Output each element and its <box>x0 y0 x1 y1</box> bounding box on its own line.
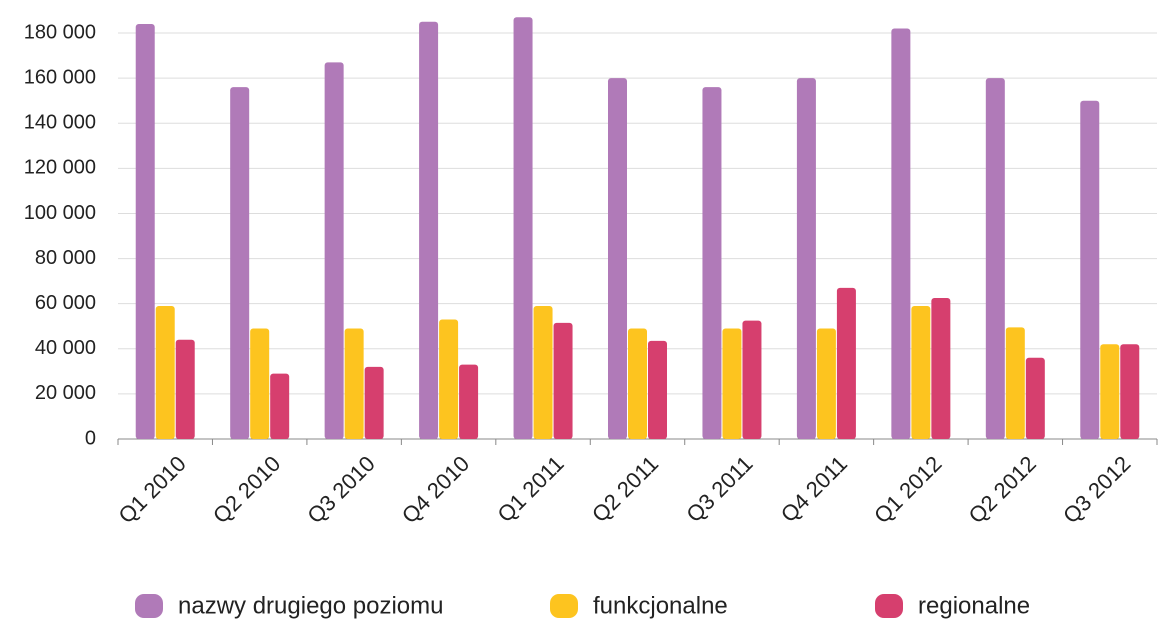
y-tick-label: 60 000 <box>35 292 96 314</box>
y-tick-label: 160 000 <box>24 66 96 88</box>
bar <box>931 298 951 439</box>
bar <box>439 319 459 439</box>
bar <box>1080 100 1100 440</box>
legend-swatch <box>875 594 903 618</box>
bar <box>891 28 911 439</box>
bar <box>836 287 856 439</box>
bar <box>648 340 667 439</box>
bar <box>364 366 384 439</box>
x-tick-label: Q4 2010 <box>397 451 474 528</box>
x-tick-label: Q2 2011 <box>587 451 663 527</box>
bar <box>1005 327 1025 439</box>
legend-label: nazwy drugiego poziomu <box>178 592 444 619</box>
bar <box>135 24 155 439</box>
bar <box>513 17 533 440</box>
bar <box>1025 357 1045 439</box>
bar <box>324 62 344 439</box>
bar <box>1120 344 1140 439</box>
bar <box>230 87 250 439</box>
bar <box>1100 344 1120 439</box>
x-tick-label: Q1 2010 <box>114 451 191 528</box>
x-tick-label: Q3 2011 <box>681 451 757 527</box>
bar <box>250 328 270 439</box>
bar <box>722 328 742 439</box>
y-tick-label: 140 000 <box>24 112 96 134</box>
bar <box>175 339 195 439</box>
bar <box>459 364 479 439</box>
bar <box>608 78 627 439</box>
x-tick-label: Q1 2012 <box>869 451 946 528</box>
bar <box>419 21 439 440</box>
y-tick-label: 0 <box>85 427 96 449</box>
x-tick-label: Q2 2012 <box>964 451 1041 528</box>
x-tick-label: Q3 2012 <box>1058 451 1135 528</box>
bar <box>533 305 553 439</box>
y-tick-label: 20 000 <box>35 382 96 404</box>
bar <box>155 305 175 439</box>
bar <box>270 373 290 439</box>
y-tick-label: 120 000 <box>24 157 96 179</box>
x-tick-label: Q1 2011 <box>492 451 568 527</box>
x-tick-label: Q3 2010 <box>302 451 379 528</box>
bar <box>742 320 762 439</box>
bar <box>628 328 647 439</box>
bar <box>702 87 722 439</box>
bar <box>985 78 1005 439</box>
x-tick-label: Q2 2010 <box>208 451 285 528</box>
legend-swatch <box>135 594 163 618</box>
x-tick-label: Q4 2011 <box>776 451 852 527</box>
bar <box>553 322 573 439</box>
legend-label: funkcjonalne <box>593 592 728 619</box>
y-tick-label: 100 000 <box>24 202 96 224</box>
y-tick-label: 80 000 <box>35 247 96 269</box>
bar <box>911 305 931 439</box>
bar <box>344 328 364 439</box>
y-tick-label: 40 000 <box>35 337 96 359</box>
bar <box>796 78 816 439</box>
legend-label: regionalne <box>918 592 1030 619</box>
y-tick-label: 180 000 <box>24 21 96 43</box>
bar <box>816 328 836 439</box>
legend-swatch <box>550 594 578 618</box>
